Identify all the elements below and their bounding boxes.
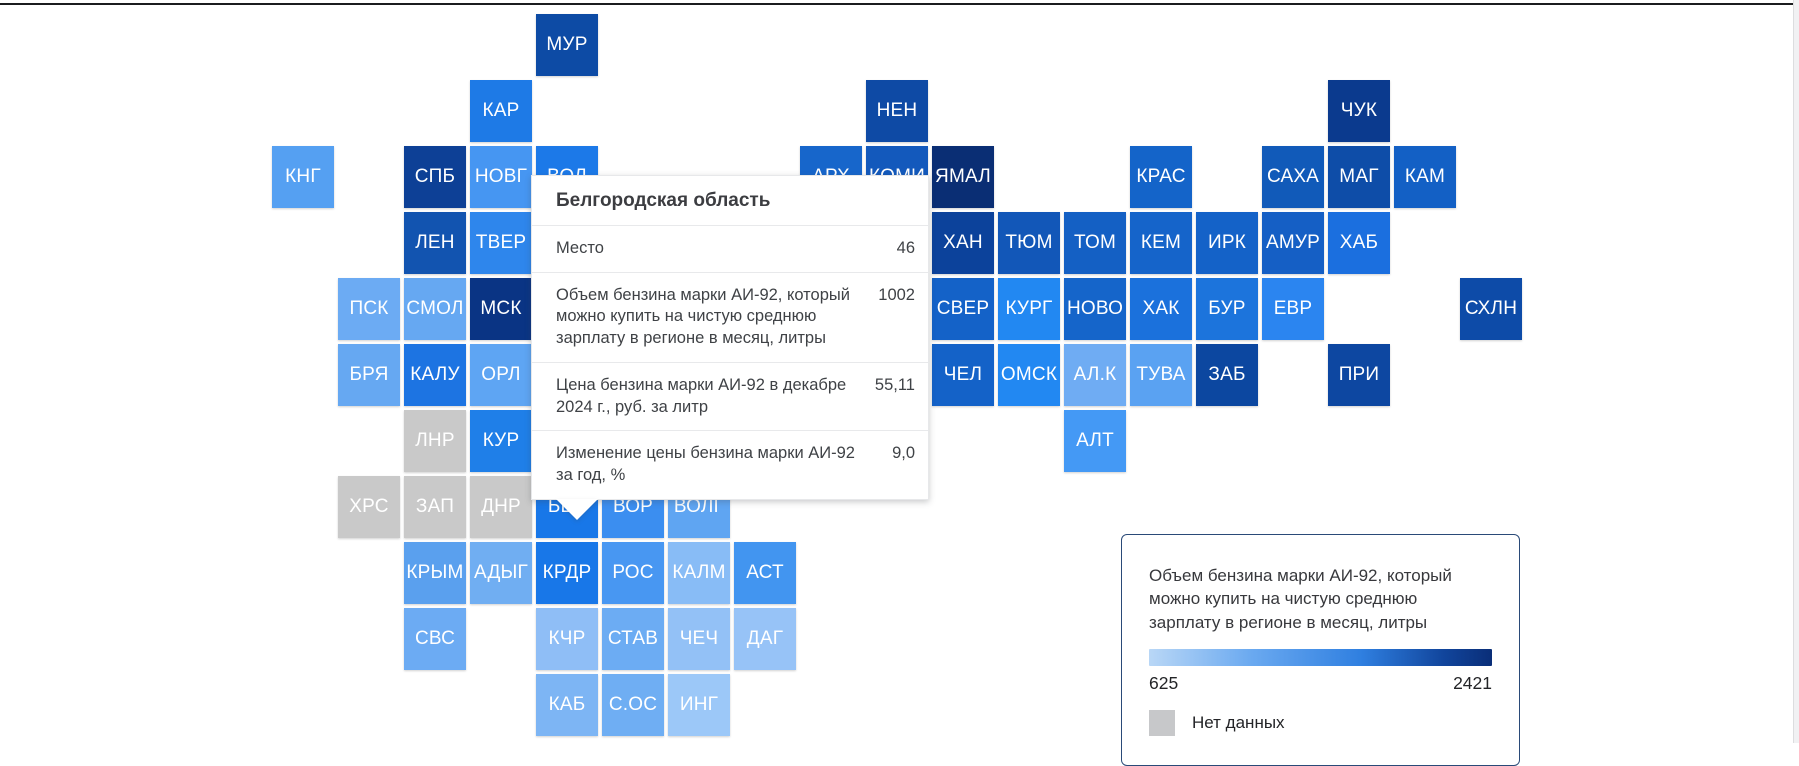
region-tile-САХА[interactable]: САХА [1262, 146, 1324, 208]
region-tile-АЛ.К[interactable]: АЛ.К [1064, 344, 1126, 406]
tooltip-row-value: 46 [896, 238, 915, 257]
region-tile-СМОЛ[interactable]: СМОЛ [404, 278, 466, 340]
legend-title: Объем бензина марки АИ-92, который можно… [1149, 566, 1452, 632]
region-tile-ДАГ[interactable]: ДАГ [734, 608, 796, 670]
region-tile-КНГ[interactable]: КНГ [272, 146, 334, 208]
tooltip-metrics: Место 46 Объем бензина марки АИ-92, которы… [532, 224, 928, 499]
region-tile-АМУР[interactable]: АМУР [1262, 212, 1324, 274]
region-tile-КУРГ[interactable]: КУРГ [998, 278, 1060, 340]
legend-gradient-bar [1149, 649, 1492, 667]
region-tile-ТВЕР[interactable]: ТВЕР [470, 212, 532, 274]
tooltip-region-name: Белгородская область [556, 190, 771, 211]
region-tile-ОРЛ[interactable]: ОРЛ [470, 344, 532, 406]
legend-card: Объем бензина марки АИ-92, который можно… [1121, 534, 1520, 766]
region-tile-ПСК[interactable]: ПСК [338, 278, 400, 340]
region-tile-ЧЕЧ[interactable]: ЧЕЧ [668, 608, 730, 670]
region-tile-КАЛМ[interactable]: КАЛМ [668, 542, 730, 604]
tooltip-arrow [556, 498, 598, 520]
region-tile-ТУВА[interactable]: ТУВА [1130, 344, 1192, 406]
region-tile-КРДР[interactable]: КРДР [536, 542, 598, 604]
chart-top-border [0, 3, 1793, 5]
region-tile-ЯМАЛ[interactable]: ЯМАЛ [932, 146, 994, 208]
region-tile-ИРК[interactable]: ИРК [1196, 212, 1258, 274]
region-tile-С.ОС[interactable]: С.ОС [602, 674, 664, 736]
region-tile-АЛТ[interactable]: АЛТ [1064, 410, 1126, 472]
tooltip-row-value: 9,0 [892, 444, 915, 463]
region-tile-ДНР[interactable]: ДНР [470, 476, 532, 538]
tooltip-row-label: Объем бензина марки АИ-92, который можно… [556, 285, 850, 348]
region-tile-БРЯ[interactable]: БРЯ [338, 344, 400, 406]
region-tooltip: Белгородская область Место 46 Объем бензин… [531, 175, 929, 520]
region-tile-ХАК[interactable]: ХАК [1130, 278, 1192, 340]
region-tile-СВЕР[interactable]: СВЕР [932, 278, 994, 340]
region-tile-ЕВР[interactable]: ЕВР [1262, 278, 1324, 340]
region-tile-КАМ[interactable]: КАМ [1394, 146, 1456, 208]
region-tile-МСК[interactable]: МСК [470, 278, 532, 340]
tooltip-row-label: Изменение цены бензина марки АИ-92 за го… [556, 444, 855, 485]
legend-no-data-row: Нет данных [1149, 710, 1492, 737]
region-tile-АДЫГ[interactable]: АДЫГ [470, 542, 532, 604]
region-tile-КРАС[interactable]: КРАС [1130, 146, 1192, 208]
region-tile-ХАН[interactable]: ХАН [932, 212, 994, 274]
tooltip-row-label: Цена бензина марки АИ-92 в декабре 2024 … [556, 375, 847, 416]
region-tile-ЛНР[interactable]: ЛНР [404, 410, 466, 472]
region-tile-МУР[interactable]: МУР [536, 14, 598, 76]
region-tile-ТЮМ[interactable]: ТЮМ [998, 212, 1060, 274]
region-tile-КЧР[interactable]: КЧР [536, 608, 598, 670]
no-data-swatch [1149, 710, 1175, 737]
vertical-scrollbar[interactable] [1793, 0, 1799, 743]
region-tile-СТАВ[interactable]: СТАВ [602, 608, 664, 670]
tooltip-row-value: 55,11 [874, 375, 915, 394]
region-tile-ПРИ[interactable]: ПРИ [1328, 344, 1390, 406]
tooltip-row: Изменение цены бензина марки АИ-92 за го… [532, 430, 928, 499]
region-tile-МАГ[interactable]: МАГ [1328, 146, 1390, 208]
region-tile-КАБ[interactable]: КАБ [536, 674, 598, 736]
region-tile-СВС[interactable]: СВС [404, 608, 466, 670]
tooltip-row: Объем бензина марки АИ-92, который можно… [532, 271, 928, 362]
region-tile-ЧЕЛ[interactable]: ЧЕЛ [932, 344, 994, 406]
region-tile-КЕМ[interactable]: КЕМ [1130, 212, 1192, 274]
region-tile-ОМСК[interactable]: ОМСК [998, 344, 1060, 406]
region-tile-КАР[interactable]: КАР [470, 80, 532, 142]
region-tile-СХЛН[interactable]: СХЛН [1460, 278, 1522, 340]
region-tile-НОВО[interactable]: НОВО [1064, 278, 1126, 340]
region-tile-КРЫМ[interactable]: КРЫМ [404, 542, 466, 604]
tooltip-row: Цена бензина марки АИ-92 в декабре 2024 … [532, 361, 928, 431]
no-data-label: Нет данных [1192, 713, 1285, 733]
region-tile-ЛЕН[interactable]: ЛЕН [404, 212, 466, 274]
region-tile-ЗАБ[interactable]: ЗАБ [1196, 344, 1258, 406]
region-tile-ЗАП[interactable]: ЗАП [404, 476, 466, 538]
region-tile-КАЛУ[interactable]: КАЛУ [404, 344, 466, 406]
region-tile-НЕН[interactable]: НЕН [866, 80, 928, 142]
region-tile-РОС[interactable]: РОС [602, 542, 664, 604]
tooltip-row-value: 1002 [878, 285, 915, 304]
region-tile-ХРС[interactable]: ХРС [338, 476, 400, 538]
tooltip-row-label: Место [556, 238, 604, 257]
region-tile-СПБ[interactable]: СПБ [404, 146, 466, 208]
legend-range: 625 2421 [1149, 673, 1492, 694]
legend-max-value: 2421 [1453, 673, 1492, 694]
region-tile-НОВГ[interactable]: НОВГ [470, 146, 532, 208]
region-tile-АСТ[interactable]: АСТ [734, 542, 796, 604]
region-tile-ЧУК[interactable]: ЧУК [1328, 80, 1390, 142]
region-tile-БУР[interactable]: БУР [1196, 278, 1258, 340]
region-tile-ТОМ[interactable]: ТОМ [1064, 212, 1126, 274]
tooltip-row: Место 46 [532, 224, 928, 272]
region-tile-ИНГ[interactable]: ИНГ [668, 674, 730, 736]
legend-min-value: 625 [1149, 673, 1179, 694]
region-tile-ХАБ[interactable]: ХАБ [1328, 212, 1390, 274]
region-tile-КУР[interactable]: КУР [470, 410, 532, 472]
